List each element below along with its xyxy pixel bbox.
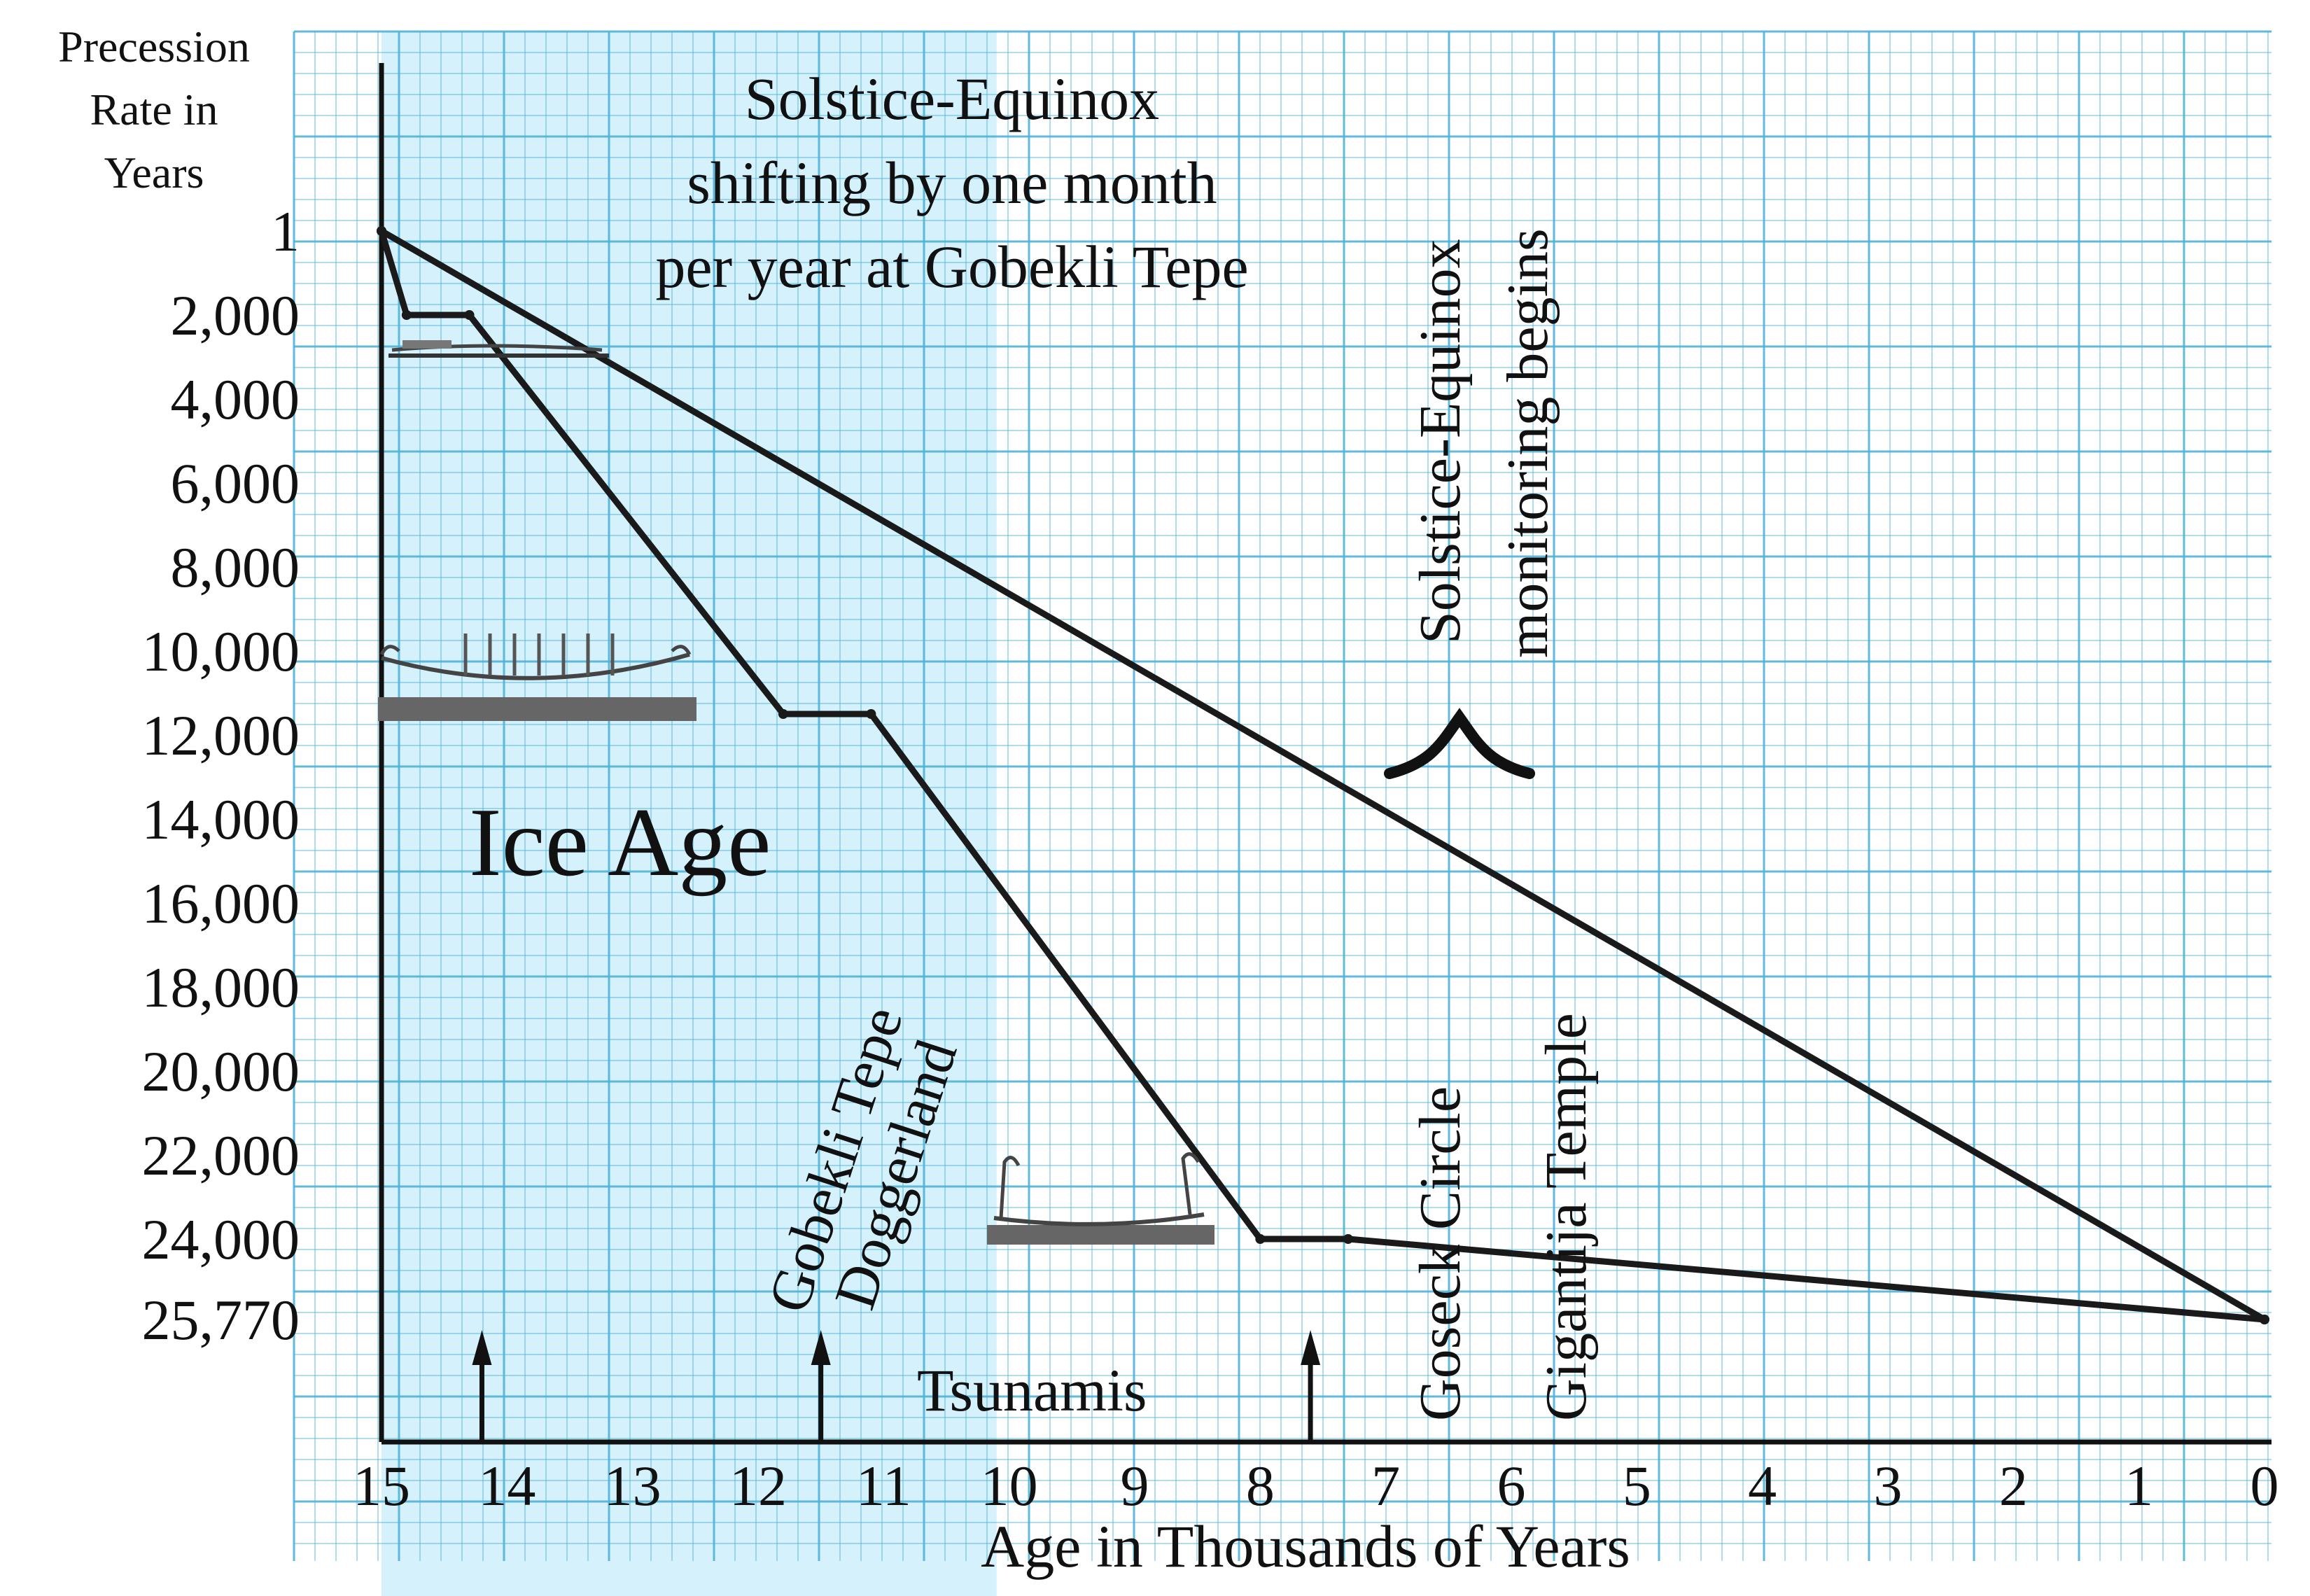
data-point [1343,1234,1353,1244]
x-tick-label: 8 [1246,1454,1275,1518]
y-tick-label: 25,770 [142,1288,300,1352]
x-tick-label: 5 [1623,1454,1651,1518]
data-point [464,310,475,320]
y-tick-label: 18,000 [142,955,300,1019]
band-title-line2: shifting by one month [687,149,1217,216]
series-line-2 [378,227,2268,1323]
x-tick-label: 11 [856,1454,911,1518]
tick-labels: 15 14 13 12 11 10 9 8 7 6 5 4 3 2 1 012,0004,0006,0008,… [142,200,2279,1518]
y-tick-label: 1 [271,200,300,263]
boat-sketch-bottom [987,1152,1214,1245]
arrow-head [472,1330,492,1365]
y-tick-label: 16,000 [142,872,300,935]
y-tick-label: 14,000 [142,788,300,851]
monitoring-line2: monitoring begins [1495,228,1560,658]
grid-lines [293,30,2272,1561]
x-axis-title: Age in Thousands of Years [981,1513,1630,1580]
y-tick-label: 12,000 [142,704,300,767]
monitoring-line1: Solstice-Equinox [1408,239,1473,644]
data-point [2260,1315,2269,1324]
x-tick-label: 0 [2250,1454,2279,1518]
x-tick-label: 7 [1371,1454,1400,1518]
tsunamis-label: Tsunamis [917,1357,1147,1424]
y-tick-label: 6,000 [171,451,300,515]
site-ggantija-temple: Gigantija Temple [1534,1013,1599,1421]
band-title-line3: per year at Gobekli Tepe [655,233,1248,300]
series-lines [377,226,2269,1324]
ice-age-label: Ice Age [469,788,771,897]
arrow-markers [472,1330,1321,1442]
boat-sketch-top [388,340,609,358]
brace-mark [1384,708,1535,779]
x-tick-label: 2 [1999,1454,2028,1518]
band-title-line1: Solstice-Equinox [745,65,1159,132]
x-tick-label: 15 [353,1454,410,1518]
y-tick-label: 20,000 [142,1040,300,1103]
y-tick-label: 24,000 [142,1208,300,1271]
y-axis-title-line2: Rate in [90,85,218,134]
x-tick-label: 13 [604,1454,662,1518]
x-tick-label: 9 [1121,1454,1149,1518]
x-tick-label: 4 [1748,1454,1777,1518]
y-tick-label: 22,000 [142,1124,300,1187]
x-tick-label: 10 [981,1454,1038,1518]
x-tick-label: 3 [1874,1454,1903,1518]
boat-sketch-middle [378,634,696,721]
y-tick-label: 10,000 [142,620,300,683]
series-line-1 [378,227,2268,1323]
data-point [377,226,386,236]
site-goseck-circle: Goseck Circle [1408,1086,1473,1421]
y-tick-label: 8,000 [171,536,300,599]
arrow-head [811,1330,831,1365]
y-axis-title-line1: Precession [58,22,250,71]
data-point [778,709,788,719]
data-point [401,310,412,320]
data-point [1255,1234,1266,1244]
arrow-head [1301,1330,1321,1365]
x-tick-label: 14 [478,1454,536,1518]
y-tick-label: 2,000 [171,284,300,347]
data-point [866,709,876,719]
axes [379,63,2272,1445]
x-tick-label: 6 [1497,1454,1526,1518]
x-tick-label: 1 [2124,1454,2153,1518]
y-axis-title-line3: Years [104,148,204,197]
x-tick-label: 12 [729,1454,787,1518]
y-tick-label: 4,000 [171,368,300,431]
